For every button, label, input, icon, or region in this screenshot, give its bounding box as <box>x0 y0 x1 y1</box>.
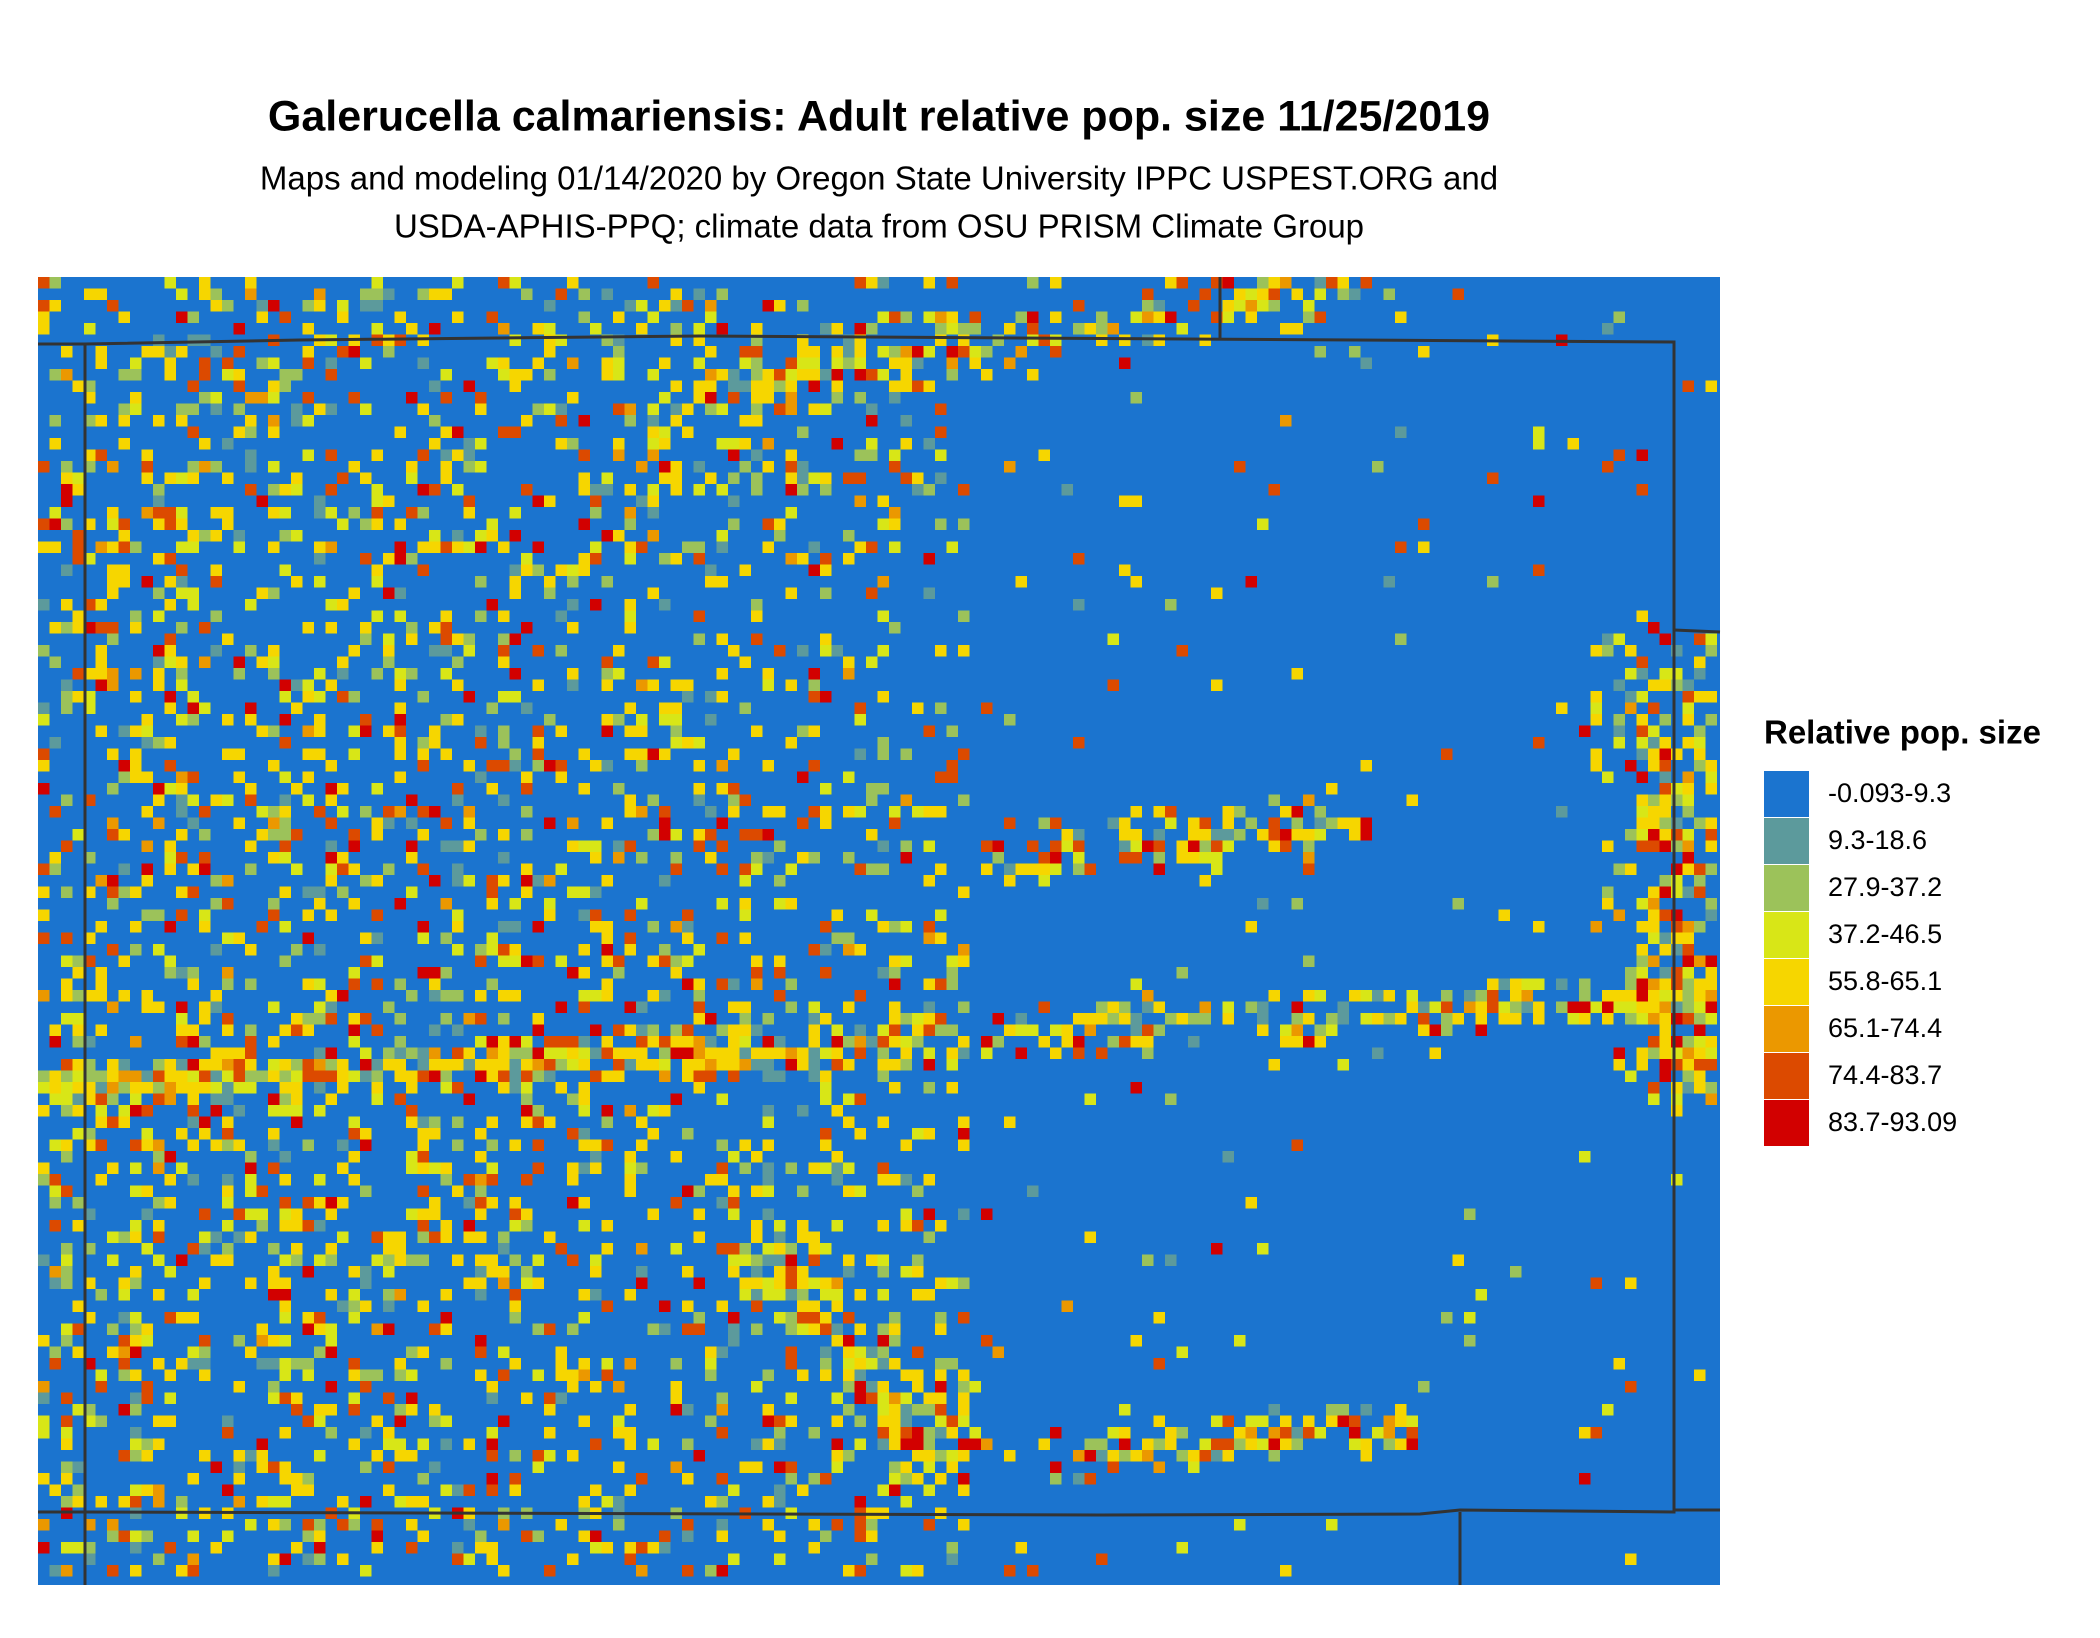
legend-label: 55.8-65.1 <box>1828 966 1942 996</box>
legend-label: -0.093-9.3 <box>1828 778 1951 808</box>
legend-swatch <box>1764 771 1809 817</box>
legend-label: 74.4-83.7 <box>1828 1060 1942 1090</box>
legend-title: Relative pop. size <box>1764 714 2041 751</box>
legend-label: 83.7-93.09 <box>1828 1107 1957 1137</box>
map-subtitle: USDA-APHIS-PPQ; climate data from OSU PR… <box>394 208 1364 245</box>
legend-swatch <box>1764 818 1809 864</box>
legend: -0.093-9.3 9.3-18.6 27.9-37.2 37.2-46.5 55.8… <box>1764 771 1957 1146</box>
legend-swatch <box>1764 1100 1809 1146</box>
legend-label: 37.2-46.5 <box>1828 919 1942 949</box>
legend-label: 9.3-18.6 <box>1828 825 1927 855</box>
state-borders <box>38 277 1721 1585</box>
legend-label: 27.9-37.2 <box>1828 872 1942 902</box>
legend-swatch <box>1764 1053 1809 1099</box>
map-subtitle: Maps and modeling 01/14/2020 by Oregon S… <box>260 160 1498 197</box>
legend-label: 65.1-74.4 <box>1828 1013 1942 1043</box>
map-title: Galerucella calmariensis: Adult relative… <box>268 92 1490 140</box>
legend-swatch <box>1764 959 1809 1005</box>
raster <box>38 277 1720 1585</box>
border-line <box>1673 628 1721 634</box>
legend-swatch <box>1764 1006 1809 1052</box>
border-line <box>38 334 1676 1517</box>
raster-cells <box>38 277 1717 1577</box>
legend-swatch <box>1764 912 1809 958</box>
legend-swatch <box>1764 865 1809 911</box>
